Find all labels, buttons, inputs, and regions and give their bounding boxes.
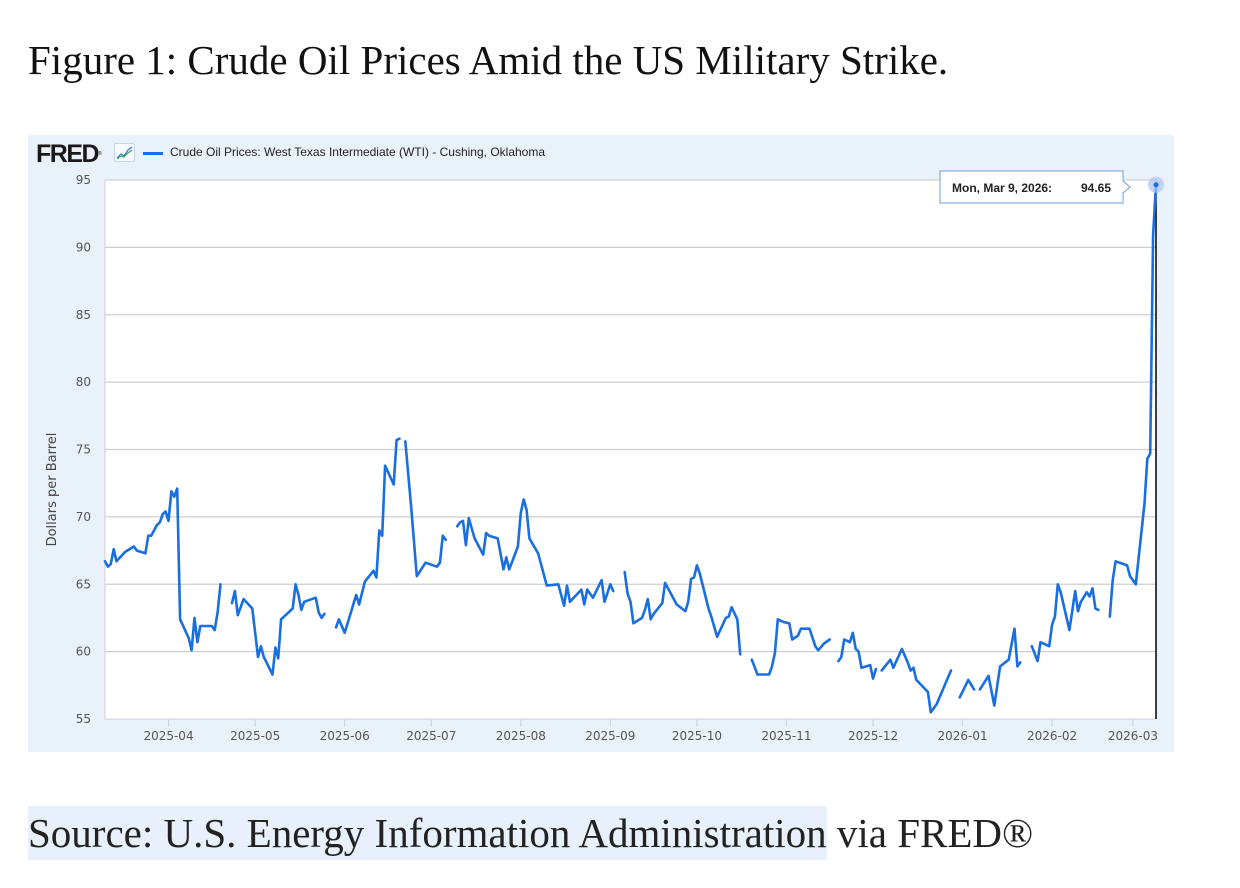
fred-logo: FRED® bbox=[36, 141, 102, 167]
series-line-segment bbox=[958, 678, 976, 699]
x-tick-label: 2025-10 bbox=[672, 729, 722, 743]
series-line-segment bbox=[623, 564, 742, 656]
tooltip-box bbox=[939, 170, 1131, 204]
x-tick-label: 2025-11 bbox=[761, 729, 811, 743]
y-tick-label: 55 bbox=[76, 712, 91, 726]
series-line-segment bbox=[455, 498, 615, 608]
tooltip-value: 94.65 bbox=[1081, 181, 1111, 195]
x-tick-label: 2026-03 bbox=[1108, 729, 1158, 743]
series-line-segment bbox=[230, 582, 326, 676]
series-line-segment bbox=[978, 627, 1022, 707]
x-tick-label: 2025-09 bbox=[585, 729, 635, 743]
legend-swatch bbox=[143, 152, 163, 155]
y-tick-label: 95 bbox=[76, 173, 91, 187]
series-line-segment bbox=[1030, 582, 1100, 663]
x-axis-ticks: 2025-04 2025-05 2025-06 2025-07 2025-08 2025-… bbox=[143, 719, 1158, 743]
x-tick-label: 2026-01 bbox=[937, 729, 987, 743]
y-tick-label: 80 bbox=[76, 375, 91, 389]
y-tick-label: 90 bbox=[76, 240, 91, 254]
legend-label: Crude Oil Prices: West Texas Intermediat… bbox=[170, 145, 546, 159]
x-tick-label: 2025-04 bbox=[143, 729, 193, 743]
x-tick-label: 2025-07 bbox=[406, 729, 456, 743]
y-tick-label: 65 bbox=[76, 577, 91, 591]
x-tick-label: 2025-06 bbox=[320, 729, 370, 743]
series-line-segment bbox=[880, 647, 953, 714]
series-line-segment bbox=[403, 440, 448, 578]
source-highlighted-text: Source: U.S. Energy Information Administ… bbox=[28, 806, 827, 860]
hover-point bbox=[1153, 182, 1159, 188]
tooltip-date: Mon, Mar 9, 2026: bbox=[952, 181, 1052, 195]
line-chart: 55 60 65 70 75 80 85 90 95 2025-04 2025-05 2025-06… bbox=[45, 170, 1164, 743]
y-axis-title: Dollars per Barrel bbox=[45, 433, 60, 547]
series-line-segment bbox=[334, 437, 401, 635]
fred-logo-text: FRED bbox=[36, 140, 100, 168]
series-lines bbox=[103, 183, 1158, 719]
y-tick-label: 60 bbox=[76, 645, 91, 659]
series-line-segment bbox=[103, 487, 222, 652]
gridlines bbox=[104, 179, 1157, 720]
y-tick-label: 70 bbox=[76, 510, 91, 524]
fred-graph-icon[interactable] bbox=[114, 143, 135, 162]
source-line: Source: U.S. Energy Information Administ… bbox=[28, 806, 1033, 860]
fred-chart-panel: FRED® Crude Oil Prices: West Texas Inter… bbox=[28, 135, 1174, 752]
x-tick-label: 2025-12 bbox=[848, 729, 898, 743]
source-rest-text: via FRED® bbox=[826, 810, 1034, 856]
x-tick-label: 2025-08 bbox=[496, 729, 546, 743]
y-axis-ticks: 55 60 65 70 75 80 85 90 95 bbox=[76, 173, 91, 726]
x-tick-label: 2026-02 bbox=[1027, 729, 1077, 743]
series-line-segment bbox=[750, 617, 832, 676]
x-tick-label: 2025-05 bbox=[230, 729, 280, 743]
series-line-segment bbox=[1108, 183, 1158, 618]
figure-title: Figure 1: Crude Oil Prices Amid the US M… bbox=[28, 37, 949, 83]
tooltip: Mon, Mar 9, 2026: 94.65 bbox=[939, 170, 1164, 204]
series-line-segment bbox=[837, 631, 878, 680]
y-tick-label: 75 bbox=[76, 443, 91, 457]
y-tick-label: 85 bbox=[76, 308, 91, 322]
registered-mark: ® bbox=[98, 151, 102, 157]
